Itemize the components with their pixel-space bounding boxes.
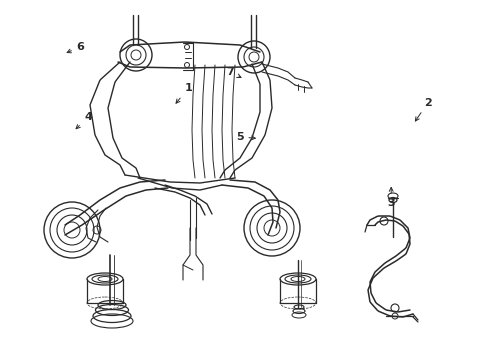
Text: 3: 3: [386, 188, 394, 208]
Text: 5: 5: [235, 132, 255, 142]
Text: 4: 4: [76, 112, 92, 129]
Text: 2: 2: [414, 98, 431, 121]
Text: 1: 1: [176, 83, 192, 103]
Text: 6: 6: [67, 42, 84, 53]
Text: 7: 7: [225, 67, 241, 77]
